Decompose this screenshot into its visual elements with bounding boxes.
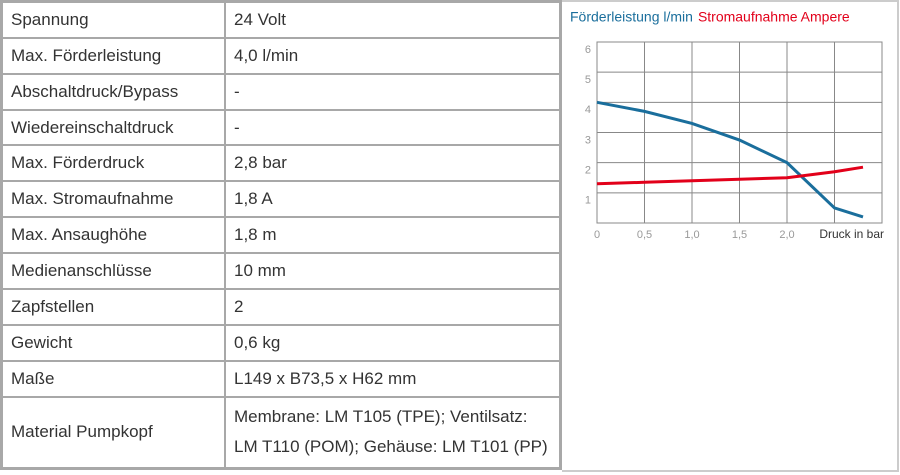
chart: 1 2 3 4 5 6 0 0,5 1,0 1,5 2,0 Druck in bar Förderlei… — [570, 9, 884, 241]
spec-value: L149 x B73,5 x H62 mm — [224, 359, 562, 398]
spec-label: Max. Stromaufnahme — [0, 180, 226, 219]
table-row: Maße L149 x B73,5 x H62 mm — [0, 359, 562, 398]
table-row: Zapfstellen 2 — [0, 287, 562, 326]
table-row: Wiedereinschaltdruck - — [0, 108, 562, 147]
table-row: Max. Ansaughöhe 1,8 m — [0, 216, 562, 254]
y-tick-label: 2 — [585, 165, 591, 177]
spec-label: Spannung — [0, 0, 226, 39]
table-row: Max. Förderleistung 4,0 l/min — [0, 36, 562, 75]
spec-value: - — [224, 108, 562, 147]
spec-value: 1,8 m — [224, 216, 562, 254]
x-tick-label: 1,0 — [684, 229, 699, 241]
x-tick-label: 2,0 — [779, 229, 794, 241]
spec-value: 2 — [224, 287, 562, 326]
spec-value: 10 mm — [224, 251, 562, 290]
table-row: Medienanschlüsse 10 mm — [0, 251, 562, 290]
spec-label: Wiedereinschaltdruck — [0, 108, 226, 147]
spec-value: 1,8 A — [224, 180, 562, 219]
y-tick-label: 5 — [585, 74, 591, 86]
legend-entry: Stromaufnahme Ampere — [698, 9, 850, 25]
spec-label: Abschaltdruck/Bypass — [0, 72, 226, 111]
y-tick-label: 1 — [585, 195, 591, 207]
x-tick-label: 0 — [594, 229, 600, 241]
table-row: Max. Förderdruck 2,8 bar — [0, 144, 562, 183]
spec-value: - — [224, 72, 562, 111]
spec-label: Max. Förderleistung — [0, 36, 226, 75]
x-tick-label: 0,5 — [637, 229, 652, 241]
data-line — [596, 100, 864, 219]
table-row: Spannung 24 Volt — [0, 0, 562, 39]
spec-value: 24 Volt — [224, 0, 562, 39]
table-row: Gewicht 0,6 kg — [0, 323, 562, 362]
y-tick-label: 6 — [585, 44, 591, 56]
spec-value: Membrane: LM T105 (TPE); Ventilsatz: LM … — [224, 395, 562, 470]
spec-value: 2,8 bar — [224, 144, 562, 183]
table-row: Abschaltdruck/Bypass - — [0, 72, 562, 111]
y-tick-label: 3 — [585, 134, 591, 146]
spec-label: Maße — [0, 359, 226, 398]
x-axis-label: Druck in bar — [819, 227, 884, 241]
spec-label: Max. Ansaughöhe — [0, 216, 226, 254]
table-row: Max. Stromaufnahme 1,8 A — [0, 180, 562, 219]
spec-value: 0,6 kg — [224, 323, 562, 362]
spec-label: Gewicht — [0, 323, 226, 362]
spec-label: Zapfstellen — [0, 287, 226, 326]
data-line — [596, 165, 864, 186]
spec-label: Material Pumpkopf — [0, 395, 226, 470]
table-row: Material Pumpkopf Membrane: LM T105 (TPE)… — [0, 395, 562, 470]
chart-panel: 1 2 3 4 5 6 0 0,5 1,0 1,5 2,0 Druck in bar Förderlei… — [562, 0, 899, 472]
x-tick-label: 1,5 — [732, 229, 747, 241]
legend-entry: Förderleistung l/min — [570, 9, 693, 25]
y-tick-label: 4 — [585, 104, 591, 116]
spec-label: Max. Förderdruck — [0, 144, 226, 183]
spec-table: Spannung 24 Volt Max. Förderleistung 4,0 l/… — [0, 0, 562, 470]
spec-label: Medienanschlüsse — [0, 251, 226, 290]
spec-value: 4,0 l/min — [224, 36, 562, 75]
